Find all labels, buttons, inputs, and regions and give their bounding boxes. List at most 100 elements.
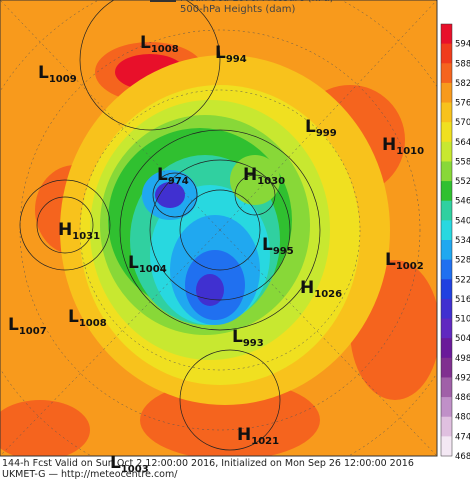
colorbar-label: 516 (455, 295, 470, 305)
colorbar-label: 540 (455, 216, 470, 226)
colorbar-swatch (441, 240, 452, 261)
pressure-center: L1002 (385, 250, 424, 272)
center-kind: L (140, 33, 151, 53)
colorbar-swatch (441, 181, 452, 202)
colorbar-label: 504 (455, 334, 470, 344)
colorbar-label: 492 (455, 373, 470, 383)
center-kind: H (58, 220, 72, 240)
center-kind: L (110, 453, 121, 473)
colorbar-swatch (441, 298, 452, 320)
center-kind: L (385, 250, 396, 270)
pressure-center: H1026 (300, 278, 342, 300)
center-value: 1004 (139, 264, 167, 275)
center-value: 1031 (72, 231, 100, 242)
colorbar-label: 552 (455, 177, 470, 187)
colorbar-swatch (441, 161, 452, 182)
colorbar-swatch (441, 416, 452, 437)
pressure-center: L1004 (128, 253, 167, 275)
colorbar-label: 486 (455, 393, 470, 403)
center-kind: L (8, 315, 19, 335)
colorbar-swatch (441, 63, 452, 84)
header-line: 500-hPa Heights (dam) (180, 4, 295, 15)
colorbar-swatch (441, 357, 452, 378)
colorbar-label: 582 (455, 79, 470, 89)
map-frame (0, 0, 438, 457)
colorbar-swatch (441, 377, 452, 398)
center-value: 1007 (19, 326, 47, 337)
colorbar-frame (440, 23, 453, 457)
colorbar-swatch (441, 338, 452, 359)
center-value: 1021 (251, 436, 279, 447)
center-kind: L (215, 43, 226, 63)
colorbar-label: 522 (455, 275, 470, 285)
center-kind: H (237, 425, 251, 445)
center-value: 974 (168, 176, 189, 187)
colorbar-swatch (441, 43, 452, 64)
colorbar-swatch (441, 141, 452, 162)
pressure-center: L993 (232, 327, 264, 349)
center-value: 1030 (257, 176, 285, 187)
pressure-center: L1009 (38, 63, 77, 85)
center-value: 1009 (49, 74, 77, 85)
colorbar-label: 576 (455, 99, 470, 109)
pressure-center: H1031 (58, 220, 100, 242)
colorbar-label: 546 (455, 197, 470, 207)
center-value: 1002 (396, 261, 424, 272)
colorbar-label: 528 (455, 256, 470, 266)
footer-line: 144-h Fcst Valid on Sun Oct 2 12:00:00 2… (2, 458, 414, 469)
center-value: 995 (273, 246, 294, 257)
pressure-center: L999 (305, 117, 337, 139)
colorbar-swatch (441, 397, 452, 418)
colorbar-label: 570 (455, 118, 470, 128)
center-value: 1010 (396, 146, 424, 157)
colorbar-swatch (441, 24, 452, 45)
pressure-center: L1003 (110, 453, 149, 475)
colorbar-swatch (441, 436, 452, 457)
pressure-center: L974 (157, 165, 189, 187)
center-kind: H (300, 278, 314, 298)
pressure-center: H1010 (382, 135, 424, 157)
center-kind: L (128, 253, 139, 273)
center-value: 1026 (314, 289, 342, 300)
center-value: 999 (316, 128, 337, 139)
pressure-center: L1007 (8, 315, 47, 337)
colorbar-label: 534 (455, 236, 470, 246)
pressure-center: L994 (215, 43, 247, 65)
center-kind: L (262, 235, 273, 255)
colorbar-swatch (441, 122, 452, 143)
center-kind: L (68, 307, 79, 327)
center-value: 1008 (79, 318, 107, 329)
colorbar-label: 564 (455, 138, 470, 148)
colorbar-swatch (441, 82, 452, 104)
colorbar-label: 558 (455, 157, 470, 167)
colorbar-label: 468 (455, 452, 470, 462)
center-kind: L (157, 165, 168, 185)
colorbar-label: 474 (455, 432, 470, 442)
colorbar-label: 510 (455, 315, 470, 325)
colorbar-label: 594 (455, 40, 470, 50)
center-kind: H (382, 135, 396, 155)
center-value: 994 (226, 54, 247, 65)
center-kind: L (38, 63, 49, 83)
center-kind: H (243, 165, 257, 185)
center-value: 1008 (151, 44, 179, 55)
colorbar-swatch (441, 200, 452, 221)
pressure-center: L995 (262, 235, 294, 257)
colorbar-swatch (441, 220, 452, 241)
header-line: Mean Sea Level Pressure (hPa) (180, 0, 334, 4)
pressure-center: L1008 (140, 33, 179, 55)
pressure-center: H1021 (237, 425, 279, 447)
pressure-center: H1030 (243, 165, 285, 187)
colorbar-swatch (441, 102, 452, 123)
colorbar-swatch (441, 259, 452, 280)
footer-line: UKMET-G — http://meteocentre.com/ (2, 469, 178, 480)
center-kind: L (232, 327, 243, 347)
colorbar-label: 588 (455, 59, 470, 69)
colorbar-label: 498 (455, 354, 470, 364)
center-kind: L (305, 117, 316, 137)
colorbar-label: 480 (455, 413, 470, 423)
center-value: 1003 (121, 464, 149, 475)
pressure-center: L1008 (68, 307, 107, 329)
